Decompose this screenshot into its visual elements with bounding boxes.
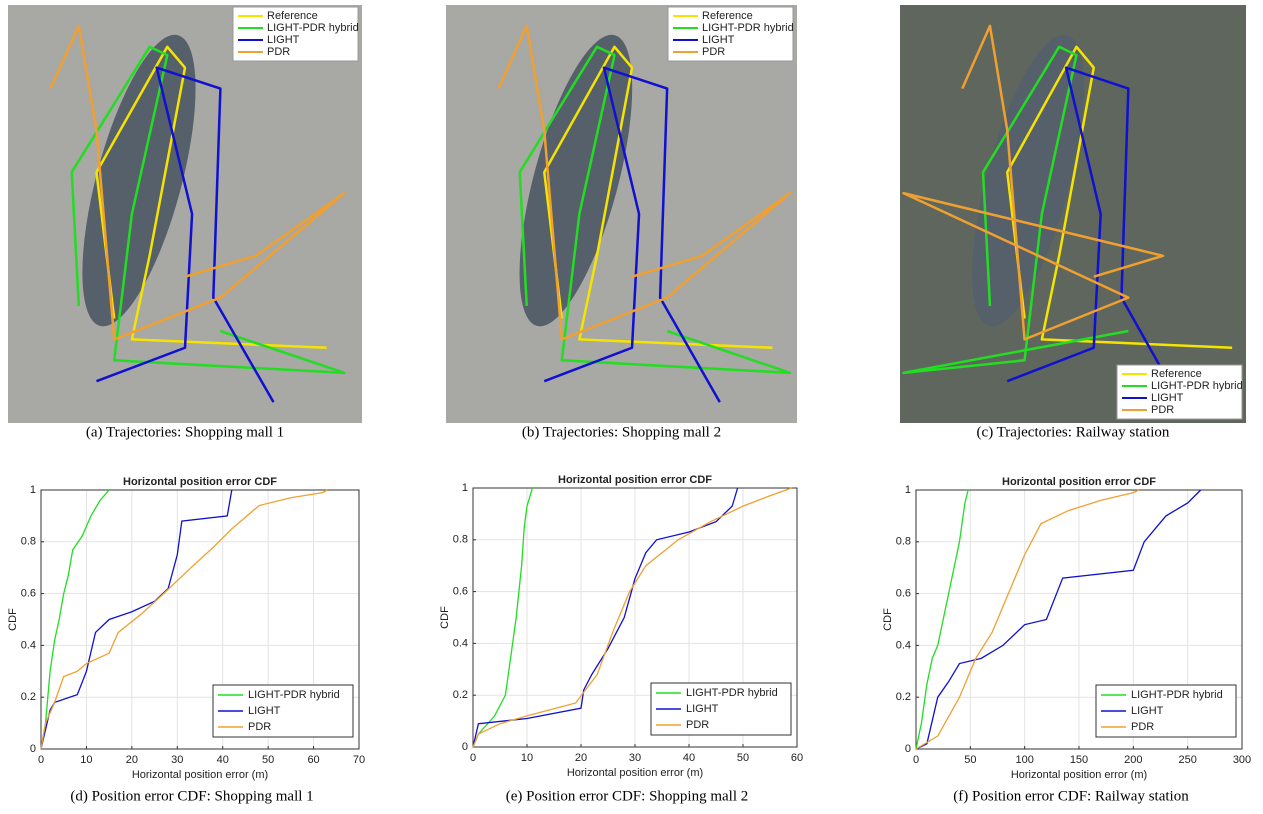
legend-label: LIGHT-PDR hybrid (686, 687, 778, 699)
legend-label: LIGHT (1131, 705, 1164, 717)
legend-label: LIGHT-PDR hybrid (1151, 380, 1243, 392)
x-tick-label: 0 (470, 752, 476, 764)
caption: (a) Trajectories: Shopping mall 1 (86, 424, 284, 440)
y-tick-label: 0.6 (21, 588, 36, 600)
y-tick-label: 0 (462, 741, 468, 753)
x-tick-label: 30 (629, 752, 641, 764)
legend-label: PDR (702, 46, 725, 58)
y-tick-label: 0.2 (896, 691, 911, 703)
x-axis-label: Horizontal position error (m) (132, 769, 268, 781)
chart-title: Horizontal position error CDF (1002, 476, 1156, 488)
caption: (c) Trajectories: Railway station (977, 424, 1170, 440)
y-tick-label: 0 (905, 743, 911, 755)
legend-label: LIGHT-PDR hybrid (1131, 689, 1223, 701)
legend-label: PDR (248, 721, 271, 733)
legend-label: PDR (686, 719, 709, 731)
caption: (b) Trajectories: Shopping mall 2 (522, 424, 721, 440)
x-tick-label: 10 (80, 754, 92, 766)
x-tick-label: 50 (262, 754, 274, 766)
x-tick-label: 30 (171, 754, 183, 766)
y-tick-label: 1 (30, 484, 36, 496)
y-tick-label: 0.8 (453, 534, 468, 546)
y-tick-label: 0.4 (21, 639, 36, 651)
y-tick-label: 1 (905, 484, 911, 496)
y-tick-label: 0.8 (21, 536, 36, 548)
caption: (d) Position error CDF: Shopping mall 1 (70, 788, 313, 804)
x-tick-label: 70 (353, 754, 365, 766)
x-tick-label: 60 (307, 754, 319, 766)
x-tick-label: 200 (1124, 754, 1142, 766)
caption: (f) Position error CDF: Railway station (953, 788, 1189, 804)
x-tick-label: 250 (1178, 754, 1196, 766)
y-tick-label: 0.6 (896, 588, 911, 600)
y-axis-label: CDF (7, 608, 19, 631)
legend-label: LIGHT (686, 703, 719, 715)
x-tick-label: 20 (575, 752, 587, 764)
caption: (e) Position error CDF: Shopping mall 2 (506, 788, 749, 804)
y-tick-label: 0.4 (896, 639, 911, 651)
y-axis-label: CDF (439, 606, 451, 629)
y-axis-label: CDF (882, 608, 894, 631)
legend-label: PDR (1151, 404, 1174, 416)
y-tick-label: 0.8 (896, 536, 911, 548)
chart-title: Horizontal position error CDF (558, 474, 712, 486)
x-axis-label: Horizontal position error (m) (567, 767, 703, 779)
legend-label: LIGHT (702, 34, 735, 46)
legend-label: LIGHT-PDR hybrid (267, 22, 359, 34)
y-tick-label: 0.6 (453, 586, 468, 598)
y-tick-label: 0.4 (453, 637, 468, 649)
chart-title: Horizontal position error CDF (123, 476, 277, 488)
legend-label: PDR (267, 46, 290, 58)
y-tick-label: 0 (30, 743, 36, 755)
x-axis-label: Horizontal position error (m) (1011, 769, 1147, 781)
x-tick-label: 10 (521, 752, 533, 764)
x-tick-label: 60 (791, 752, 803, 764)
x-tick-label: 40 (217, 754, 229, 766)
x-tick-label: 0 (913, 754, 919, 766)
x-tick-label: 20 (126, 754, 138, 766)
y-tick-label: 0.2 (21, 691, 36, 703)
x-tick-label: 50 (964, 754, 976, 766)
legend-label: Reference (1151, 368, 1202, 380)
y-tick-label: 0.2 (453, 689, 468, 701)
legend-label: LIGHT (248, 705, 281, 717)
x-tick-label: 150 (1070, 754, 1088, 766)
legend-label: Reference (267, 10, 318, 22)
figure: ReferenceLIGHT-PDR hybridLIGHTPDR(a) Tra… (0, 0, 1263, 814)
x-tick-label: 100 (1015, 754, 1033, 766)
x-tick-label: 40 (683, 752, 695, 764)
legend-label: PDR (1131, 721, 1154, 733)
legend-label: LIGHT-PDR hybrid (702, 22, 794, 34)
x-tick-label: 50 (737, 752, 749, 764)
x-tick-label: 0 (38, 754, 44, 766)
x-tick-label: 300 (1233, 754, 1251, 766)
legend-label: LIGHT (1151, 392, 1184, 404)
y-tick-label: 1 (462, 482, 468, 494)
legend-label: Reference (702, 10, 753, 22)
legend-label: LIGHT-PDR hybrid (248, 689, 340, 701)
legend-label: LIGHT (267, 34, 300, 46)
